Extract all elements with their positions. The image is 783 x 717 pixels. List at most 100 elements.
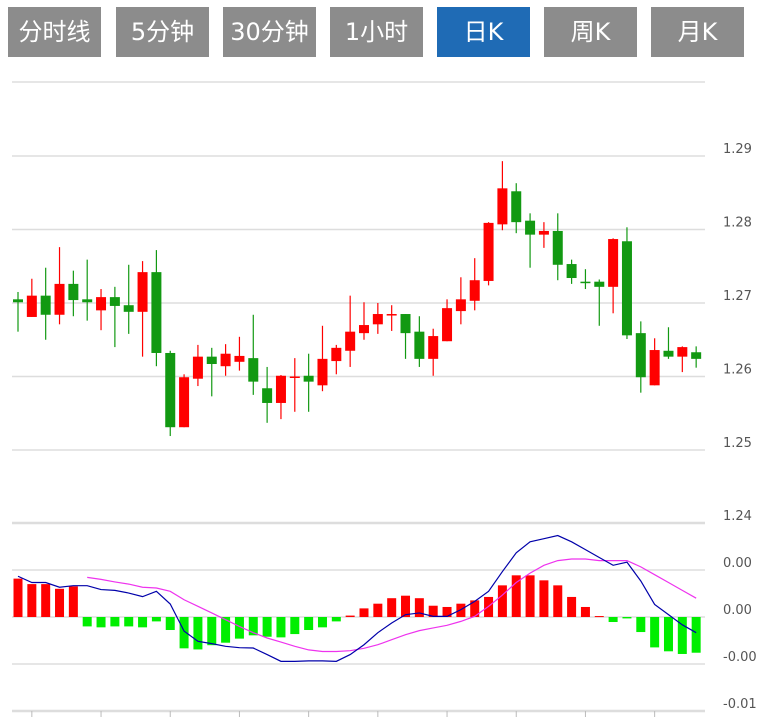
macd-tick-label: 0.00 bbox=[723, 603, 752, 618]
candle-body bbox=[331, 347, 342, 362]
macd-bar bbox=[55, 588, 65, 617]
macd-bar bbox=[442, 606, 452, 617]
candle-body bbox=[677, 347, 688, 357]
macd-bar bbox=[401, 595, 411, 617]
candle-body bbox=[234, 355, 245, 362]
candle-body bbox=[608, 239, 619, 287]
macd-bar bbox=[179, 617, 189, 649]
tab-timeshare[interactable]: 分时线 bbox=[8, 7, 101, 57]
macd-bar bbox=[41, 584, 51, 617]
price-tick-label: 1.25 bbox=[723, 436, 752, 451]
macd-bar bbox=[82, 617, 92, 627]
tab-daily-k[interactable]: 日K bbox=[437, 7, 530, 57]
macd-bar bbox=[27, 584, 37, 617]
macd-bar bbox=[414, 598, 424, 617]
candle-body bbox=[580, 281, 591, 284]
macd-bar bbox=[470, 600, 480, 617]
candle-body bbox=[345, 331, 356, 351]
candle-body bbox=[262, 388, 273, 403]
candle-body bbox=[691, 352, 702, 359]
candle-body bbox=[594, 281, 605, 287]
price-tick-label: 1.27 bbox=[723, 289, 752, 304]
candle-body bbox=[359, 325, 369, 334]
tab-1hour[interactable]: 1小时 bbox=[330, 7, 423, 57]
candle-body bbox=[497, 188, 508, 225]
candle-body bbox=[442, 308, 453, 342]
dif-line bbox=[17, 534, 697, 662]
macd-bar bbox=[511, 575, 521, 617]
macd-tick-label: -0.01 bbox=[723, 697, 757, 712]
candle-body bbox=[82, 299, 93, 303]
macd-bar bbox=[345, 615, 355, 617]
candle-body bbox=[206, 356, 217, 365]
candle-body bbox=[317, 358, 328, 386]
candle-body bbox=[26, 295, 37, 317]
candle-body bbox=[13, 299, 23, 303]
macd-bar bbox=[594, 616, 604, 618]
candle-body bbox=[54, 283, 65, 315]
macd-bar bbox=[622, 617, 632, 619]
candle-body bbox=[483, 222, 494, 281]
period-tabs: 分时线 5分钟 30分钟 1小时 日K 周K 月K bbox=[0, 7, 783, 57]
candle-body bbox=[179, 377, 190, 428]
candle-body bbox=[552, 230, 563, 265]
macd-bar bbox=[317, 617, 327, 628]
macd-bar bbox=[567, 596, 577, 617]
price-tick-label: 1.28 bbox=[723, 216, 752, 231]
macd-bar bbox=[677, 617, 687, 654]
candle-body bbox=[123, 305, 134, 312]
macd-bar bbox=[387, 598, 397, 617]
macd-bar bbox=[304, 617, 314, 631]
candle-body bbox=[165, 352, 176, 428]
candle-body bbox=[538, 230, 549, 235]
candle-body bbox=[40, 295, 51, 315]
macd-bar bbox=[428, 605, 438, 617]
macd-bar bbox=[68, 586, 78, 617]
candle-body bbox=[635, 333, 646, 378]
macd-bar bbox=[96, 617, 106, 628]
candle-body bbox=[663, 350, 674, 357]
tab-30min[interactable]: 30分钟 bbox=[223, 7, 316, 57]
price-tick-label: 1.26 bbox=[723, 363, 752, 378]
candle-body bbox=[511, 191, 522, 223]
candle-body bbox=[525, 220, 536, 235]
macd-bar bbox=[525, 575, 535, 617]
macd-bar bbox=[207, 617, 217, 646]
macd-bar bbox=[497, 585, 507, 617]
candle-body bbox=[428, 336, 439, 359]
candle-body bbox=[372, 314, 383, 325]
macd-bar bbox=[276, 617, 286, 638]
price-tick-label: 1.29 bbox=[723, 142, 752, 157]
tab-monthly-k[interactable]: 月K bbox=[651, 7, 744, 57]
macd-tick-label: -0.00 bbox=[723, 650, 757, 665]
dea-line bbox=[87, 558, 697, 653]
macd-bar bbox=[636, 617, 646, 633]
candle-body bbox=[248, 358, 259, 382]
macd-bar bbox=[691, 617, 701, 653]
macd-bar bbox=[138, 617, 148, 628]
macd-bar bbox=[331, 617, 341, 622]
macd-bar bbox=[165, 617, 175, 631]
macd-bar bbox=[663, 617, 673, 652]
tab-5min[interactable]: 5分钟 bbox=[116, 7, 209, 57]
macd-bar bbox=[221, 617, 231, 643]
macd-bar bbox=[373, 603, 383, 617]
candle-body bbox=[469, 280, 480, 301]
candle-body bbox=[96, 297, 107, 311]
candle-body bbox=[303, 375, 314, 382]
candle-body bbox=[649, 350, 660, 386]
candle-body bbox=[400, 314, 411, 334]
macd-bar bbox=[248, 617, 258, 636]
macd-bar bbox=[539, 580, 549, 617]
macd-bar bbox=[234, 617, 244, 639]
candle-body bbox=[455, 299, 466, 312]
tab-weekly-k[interactable]: 周K bbox=[544, 7, 637, 57]
macd-bar bbox=[553, 585, 563, 617]
candle-body bbox=[275, 375, 286, 403]
candle-body bbox=[566, 264, 577, 279]
candle-body bbox=[220, 353, 231, 367]
candle-body bbox=[192, 356, 203, 379]
macd-bar bbox=[124, 617, 134, 627]
candle-body bbox=[68, 283, 79, 301]
